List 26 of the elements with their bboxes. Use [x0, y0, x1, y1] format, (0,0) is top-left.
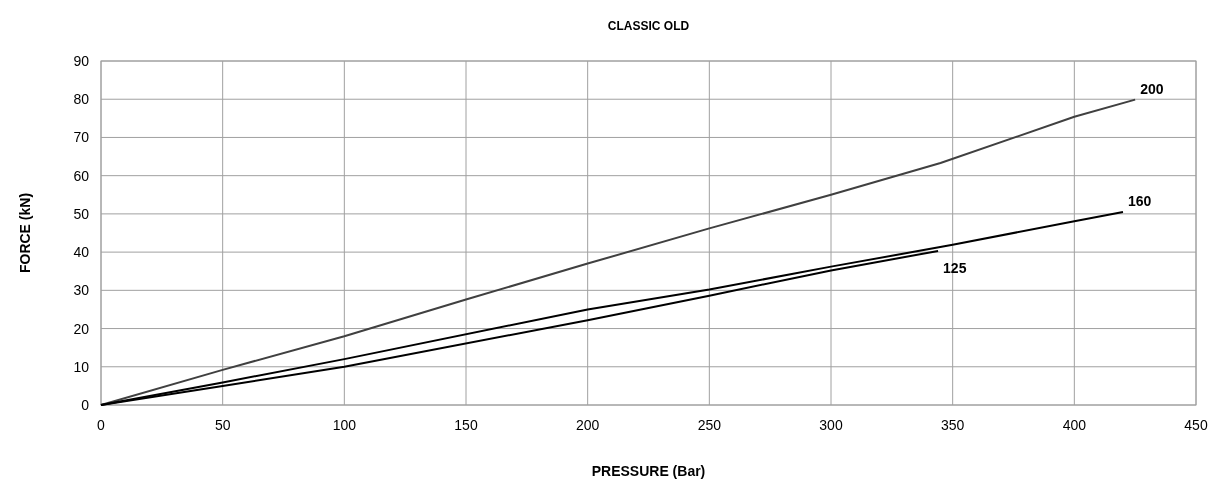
y-tick-label: 0	[81, 397, 90, 413]
x-tick-label: 400	[1062, 417, 1087, 433]
y-tick-label: 30	[73, 282, 90, 299]
x-tick-label: 50	[214, 417, 231, 433]
series-label: 200	[1140, 80, 1164, 97]
y-tick-label: 90	[73, 53, 90, 69]
y-tick-label: 20	[73, 320, 90, 337]
x-tick-label: 0	[97, 417, 106, 433]
y-tick-label: 60	[73, 167, 90, 184]
x-tick-label: 200	[575, 417, 600, 433]
x-tick-label: 450	[1184, 417, 1208, 433]
series-label: 125	[943, 259, 967, 276]
x-tick-label: 350	[940, 417, 965, 433]
x-tick-label: 150	[454, 417, 478, 433]
x-tick-label: 100	[332, 417, 357, 433]
y-tick-label: 10	[73, 358, 90, 375]
x-axis-title: PRESSURE (Bar)	[591, 463, 706, 479]
y-tick-label: 80	[73, 91, 90, 108]
x-tick-label: 300	[819, 417, 843, 433]
chart-title: CLASSIC OLD	[607, 19, 690, 33]
series-label: 160	[1128, 192, 1152, 209]
x-tick-label: 250	[697, 417, 722, 433]
y-tick-label: 50	[73, 205, 90, 222]
y-tick-label: 70	[73, 129, 90, 146]
y-tick-label: 40	[73, 244, 90, 261]
y-axis-title: FORCE (kN)	[17, 192, 33, 274]
